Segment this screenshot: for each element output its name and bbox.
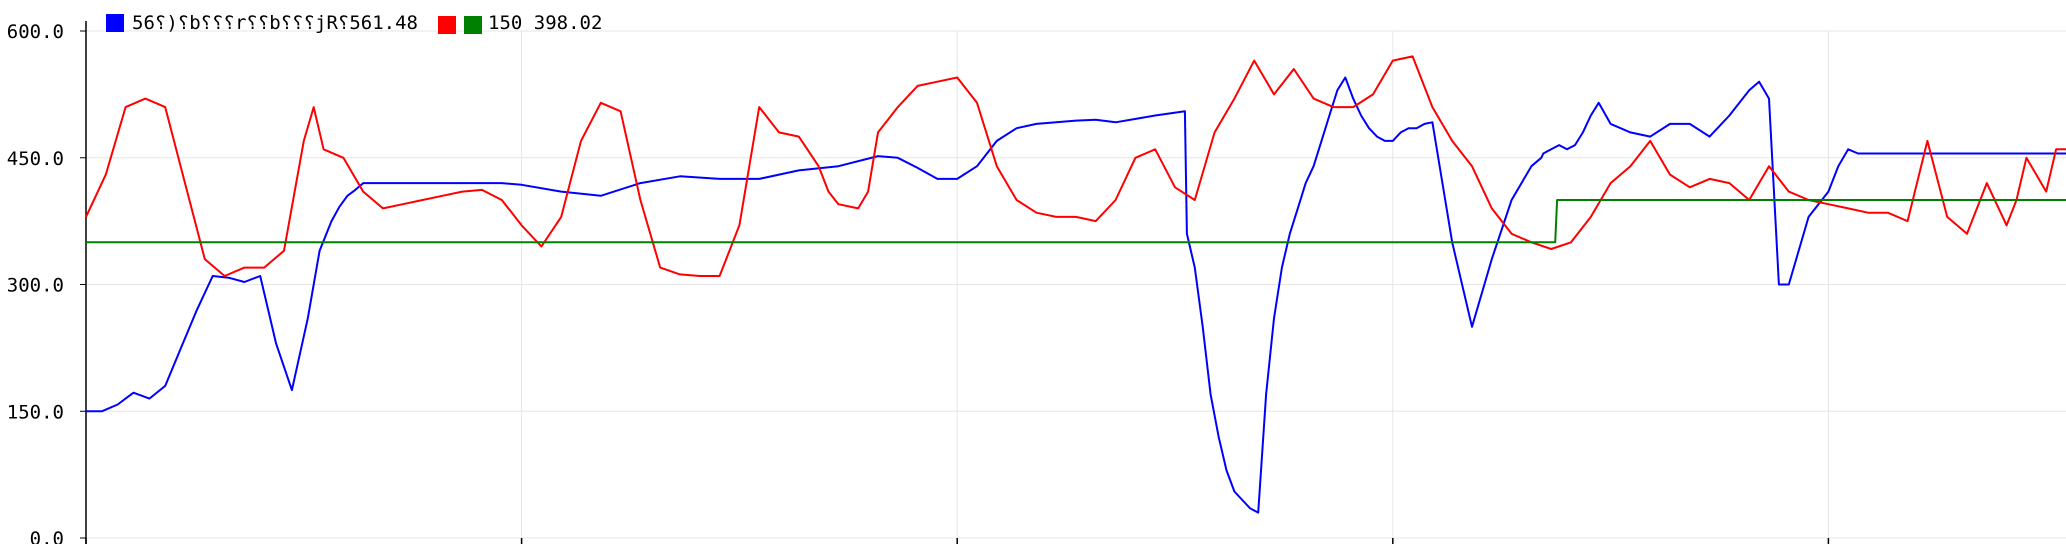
y-tick-label: 0.0 [30, 528, 64, 544]
legend-swatch-series-3 [464, 16, 482, 34]
series-line-3 [86, 199, 2066, 244]
series-line-1 [86, 76, 2066, 514]
y-tick-labels: 600.0 450.0 300.0 150.0 0.0 [7, 21, 64, 549]
legend-swatch-series-2 [438, 16, 456, 34]
data-series [85, 55, 2066, 514]
axes [80, 21, 1830, 544]
legend-swatch-series-1 [106, 14, 124, 32]
series-line-2 [85, 55, 2066, 277]
legend-label-series-1: 56⸮)⸮b⸮⸮⸮r⸮⸮b⸮⸮⸮jR⸮561.48 [132, 12, 418, 34]
legend: 56⸮)⸮b⸮⸮⸮r⸮⸮b⸮⸮⸮jR⸮561.48 150 398.02 [106, 12, 602, 34]
y-tick-label: 150.0 [7, 401, 64, 423]
legend-label-series-3: 150 398.02 [488, 12, 602, 34]
y-tick-label: 600.0 [7, 21, 64, 43]
y-tick-label: 450.0 [7, 148, 64, 170]
y-tick-label: 300.0 [7, 275, 64, 297]
